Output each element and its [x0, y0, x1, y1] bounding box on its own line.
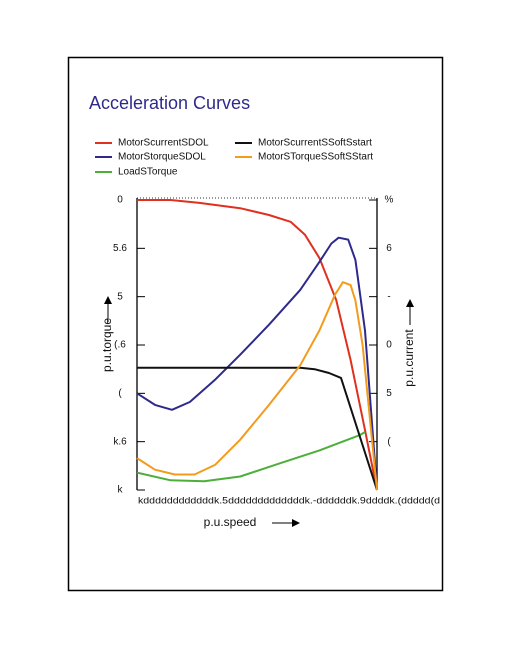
y2-arrow-head: [406, 299, 414, 307]
chart-title: Acceleration Curves: [89, 93, 250, 113]
y-axis-label: p.u.torque: [100, 318, 114, 372]
y-tick-label: k: [118, 485, 124, 496]
frame: [67, 56, 444, 592]
y-tick-label: k.6: [113, 436, 127, 447]
legend-label: MotorScurrentSDOL: [118, 138, 209, 149]
series-line: [136, 236, 378, 491]
y-tick-label: 0: [117, 195, 123, 206]
y2-tick-label: (: [387, 436, 391, 447]
x-axis-label: p.u.speed: [204, 515, 257, 529]
x-arrow-head: [292, 519, 300, 527]
y2-tick-label: 6: [386, 243, 392, 254]
y2-tick-label: 5: [386, 388, 392, 399]
y-tick-label: 5: [117, 291, 123, 302]
series-line: [136, 281, 378, 491]
x-tick-labels: kddddddddddddk.5dddddddddddddk.-ddddddk.…: [138, 496, 440, 507]
y-tick-label: (.6: [114, 340, 126, 351]
legend-label: LoadSTorque: [118, 167, 178, 178]
y2-tick-label: -: [387, 291, 390, 302]
legend-label: MotorScurrentSSoftSstart: [258, 138, 372, 149]
y2-tick-label: %: [385, 195, 394, 206]
y2-tick-label: 0: [386, 340, 392, 351]
legend-label: MotorSTorqueSSoftSStart: [258, 152, 373, 163]
series-line: [136, 431, 366, 483]
series-line: [137, 366, 378, 491]
y-tick-label: (: [118, 388, 122, 399]
y-arrow-head: [104, 296, 112, 304]
series-line: [137, 199, 378, 491]
legend-label: MotorStorqueSDOL: [118, 152, 206, 163]
y-tick-label: 5.6: [113, 243, 127, 254]
y2-axis-label: p.u.current: [402, 329, 416, 387]
